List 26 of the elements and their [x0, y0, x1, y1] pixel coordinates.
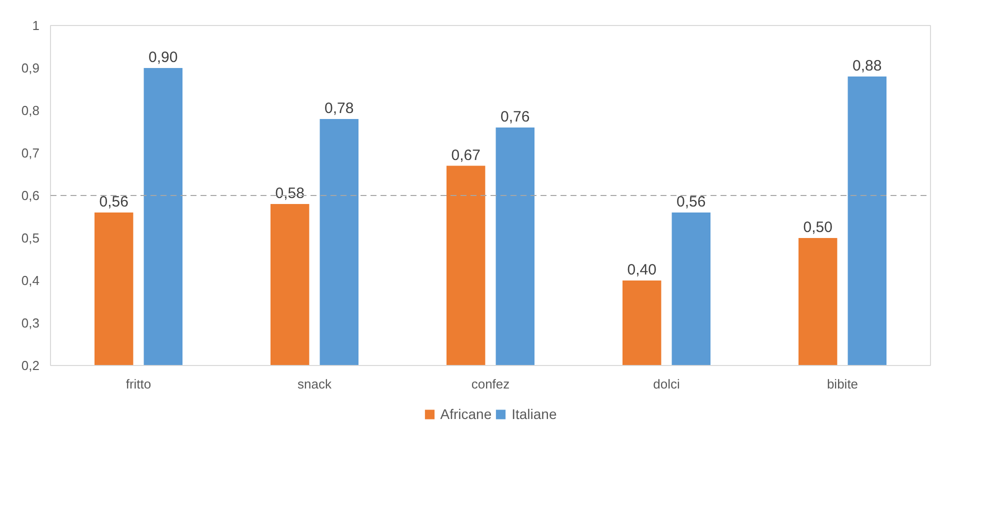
y-tick-label: 0,3: [21, 316, 40, 330]
x-tick-label: bibite: [826, 376, 858, 392]
data-label: 0,88: [852, 58, 882, 74]
data-label: 0,58: [275, 185, 304, 202]
x-tick-label: confez: [471, 376, 510, 392]
y-tick-label: 0,4: [21, 273, 40, 288]
y-tick-label: 0,7: [21, 146, 40, 160]
y-tick-label: 0,2: [21, 358, 40, 373]
data-label: 0,90: [148, 49, 178, 66]
data-label: 0,56: [99, 194, 128, 210]
y-tick-label: 0,9: [21, 60, 40, 76]
x-tick-label: snack: [298, 376, 332, 392]
data-label: 0,50: [803, 219, 832, 236]
y-tick-label: 0,8: [21, 103, 40, 118]
data-label: 0,67: [451, 146, 480, 164]
data-label: 0,40: [627, 262, 656, 278]
data-label: 0,78: [324, 100, 354, 117]
x-tick-label: fritto: [126, 376, 152, 392]
data-label: 0,76: [500, 108, 530, 126]
legend-label: Italiane: [512, 406, 557, 422]
y-tick-label: 1: [32, 18, 40, 33]
legend-label: Africane: [440, 406, 492, 422]
x-tick-label: dolci: [653, 376, 680, 392]
data-label: 0,56: [676, 194, 706, 210]
y-tick-label: 0,5: [21, 230, 40, 246]
y-tick-label: 0,6: [21, 188, 40, 203]
